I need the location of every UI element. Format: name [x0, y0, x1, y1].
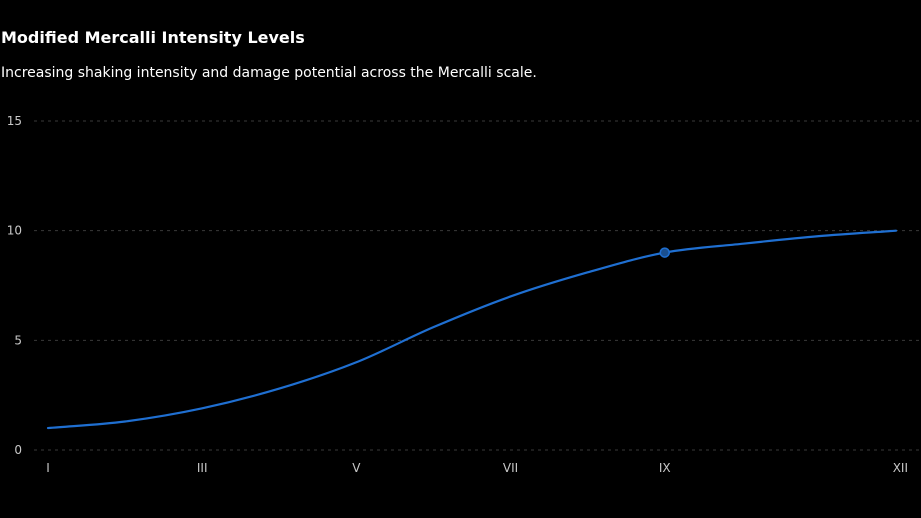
y-tick-label: 15: [7, 114, 22, 128]
marker-layer: [659, 247, 670, 258]
x-axis-ticks: I III V VII IX XII: [46, 461, 908, 475]
grid-lines: [34, 120, 921, 451]
y-tick-label: 0: [14, 443, 22, 457]
x-tick-label: V: [352, 461, 361, 475]
series-layer: [46, 229, 898, 430]
chart-subtitle: Increasing shaking intensity and damage …: [1, 65, 537, 81]
y-tick-label: 10: [7, 224, 22, 238]
x-tick-label: III: [197, 461, 208, 475]
x-tick-label: VII: [503, 461, 518, 475]
series-line: [46, 229, 898, 430]
y-tick-label: 5: [14, 333, 22, 347]
chart-title: Modified Mercalli Intensity Levels: [1, 28, 305, 47]
x-tick-label: IX: [659, 461, 671, 475]
data-point-marker[interactable]: [659, 247, 670, 258]
x-tick-label: I: [46, 461, 50, 475]
y-axis-ticks: 0 5 10 15: [7, 114, 22, 457]
x-tick-label: XII: [893, 461, 908, 475]
